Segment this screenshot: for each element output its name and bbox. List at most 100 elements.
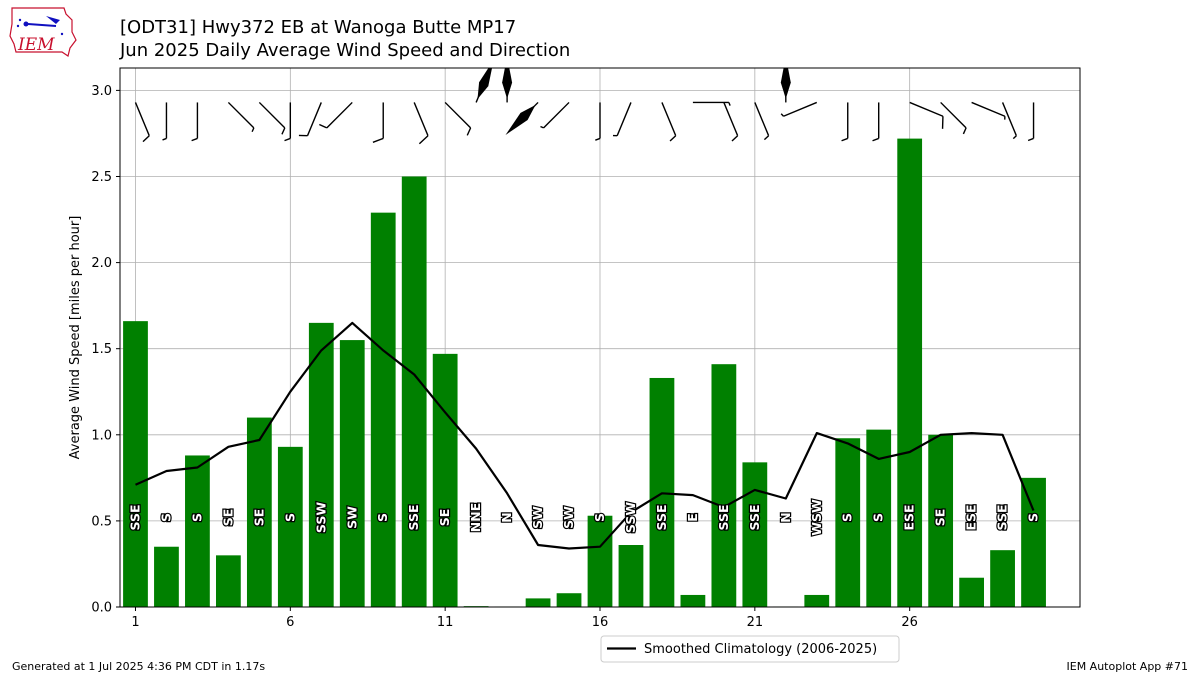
direction-label-day-17: SSW bbox=[623, 502, 638, 533]
wind-barb-tick-day-10 bbox=[418, 135, 429, 145]
wind-barb-day-11 bbox=[444, 101, 472, 129]
wind-barb-tick-day-6 bbox=[284, 137, 291, 142]
direction-label-day-12: NNE bbox=[468, 503, 483, 532]
wind-barb-tick-day-9 bbox=[372, 137, 384, 143]
wind-barb-day-28 bbox=[971, 101, 1006, 117]
wind-barb-tick-day-25 bbox=[872, 137, 879, 142]
bar-day-15 bbox=[556, 593, 582, 607]
climatology-line bbox=[135, 321, 1035, 550]
wind-barb-day-21 bbox=[754, 102, 770, 136]
wind-barb-tick-day-23 bbox=[780, 113, 785, 117]
wind-barb-day-18 bbox=[661, 102, 677, 136]
direction-label-day-21: SSE bbox=[747, 504, 762, 530]
wind-barb-tick-day-29 bbox=[1012, 135, 1017, 140]
wind-barb-tick-day-2 bbox=[162, 137, 167, 141]
direction-labels-layer: SSE S S SE SE S SSW SW S SSE SE NNE N SW SW S SSW SSE E SSE… bbox=[126, 498, 1041, 537]
wind-barb-tick-day-24 bbox=[841, 137, 848, 142]
footer-generated: Generated at 1 Jul 2025 4:36 PM CDT in 1… bbox=[12, 660, 266, 673]
bar-day-1 bbox=[123, 321, 148, 607]
direction-label-day-4: SE bbox=[220, 509, 235, 527]
x-tick-label: 16 bbox=[592, 615, 609, 630]
bar-day-17 bbox=[618, 545, 644, 607]
direction-label-day-6: S bbox=[282, 513, 297, 522]
wind-barb-tick-day-16 bbox=[595, 137, 601, 141]
x-tick-label: 26 bbox=[901, 615, 918, 630]
wind-barb-tick-day-30 bbox=[1027, 137, 1034, 142]
chart-subtitle: Jun 2025 Daily Average Wind Speed and Di… bbox=[120, 40, 571, 61]
wind-barb-tick-day-20 bbox=[731, 135, 739, 142]
direction-label-day-8: SW bbox=[344, 506, 359, 529]
wind-barb-day-10 bbox=[413, 102, 429, 136]
wind-barb-tick-day-4 bbox=[251, 127, 255, 133]
wind-barb-flag-day-13 bbox=[502, 68, 513, 99]
direction-label-day-26: ESE bbox=[902, 504, 917, 530]
wind-barb-tick-day-11 bbox=[466, 127, 472, 136]
bars-layer bbox=[123, 138, 1046, 608]
bar-day-20 bbox=[711, 364, 737, 607]
bar-day-8 bbox=[339, 340, 365, 607]
bar-day-16 bbox=[587, 515, 613, 607]
wind-barb-flag-day-22 bbox=[780, 68, 791, 99]
chart-title: [ODT31] Hwy372 EB at Wanoga Butte MP17 bbox=[120, 17, 517, 38]
direction-label-day-22: N bbox=[778, 512, 793, 522]
bar-day-26 bbox=[897, 138, 923, 608]
wind-barbs bbox=[134, 68, 1035, 145]
x-tick-label: 6 bbox=[286, 615, 294, 630]
direction-label-day-2: S bbox=[158, 513, 173, 522]
y-tick-label: 3.0 bbox=[91, 84, 112, 99]
direction-label-day-25: S bbox=[871, 513, 886, 522]
wind-barb-day-17 bbox=[616, 102, 632, 136]
direction-label-day-3: S bbox=[189, 513, 204, 522]
direction-label-day-24: S bbox=[840, 513, 855, 522]
bar-day-28 bbox=[959, 577, 984, 607]
bar-day-30 bbox=[1021, 477, 1046, 607]
bar-day-6 bbox=[277, 446, 303, 607]
wind-barb-day-20 bbox=[723, 102, 739, 136]
y-tick-label: 2.5 bbox=[91, 170, 112, 185]
bar-day-9 bbox=[370, 212, 396, 607]
bar-day-2 bbox=[154, 546, 179, 607]
direction-label-day-30: S bbox=[1026, 513, 1041, 522]
y-tick-label: 1.0 bbox=[91, 428, 112, 443]
wind-barb-tick-day-5 bbox=[281, 127, 286, 135]
x-tick-label: 21 bbox=[747, 615, 764, 630]
y-tick-label: 0.0 bbox=[91, 601, 112, 616]
direction-label-day-11: SE bbox=[437, 509, 452, 527]
wind-barb-day-15 bbox=[543, 101, 570, 129]
direction-label-day-23: WSW bbox=[809, 499, 824, 536]
bar-day-11 bbox=[432, 353, 458, 607]
wind-barb-tick-day-1 bbox=[142, 135, 150, 143]
bar-day-5 bbox=[246, 417, 272, 607]
bar-day-7 bbox=[308, 322, 334, 607]
direction-label-day-18: SSE bbox=[654, 504, 669, 530]
wind-barb-day-27 bbox=[940, 101, 967, 129]
wind-barb-flag-day-14 bbox=[505, 105, 536, 135]
wind-barb-tick-day-8 bbox=[319, 123, 328, 129]
bar-day-4 bbox=[216, 555, 241, 607]
legend-box bbox=[600, 635, 900, 663]
wind-barb-day-23 bbox=[783, 101, 818, 117]
bar-day-10 bbox=[401, 176, 427, 607]
wind-barb-day-4 bbox=[227, 101, 255, 129]
bar-day-19 bbox=[680, 594, 706, 607]
wind-barbs-layer bbox=[134, 68, 1035, 145]
bar-day-14 bbox=[525, 598, 551, 607]
bar-day-21 bbox=[742, 462, 768, 607]
wind-barb-tick-day-19 bbox=[728, 102, 731, 106]
direction-label-day-29: SSE bbox=[995, 504, 1010, 530]
direction-label-day-10: SSE bbox=[406, 504, 421, 530]
wind-barb-day-1 bbox=[134, 102, 150, 136]
direction-label-day-16: S bbox=[592, 513, 607, 522]
direction-label-day-15: SW bbox=[561, 506, 576, 529]
wind-barb-day-7 bbox=[306, 102, 322, 136]
direction-label-day-19: E bbox=[685, 513, 700, 522]
y-tick-label: 2.0 bbox=[91, 256, 112, 271]
wind-barb-day-5 bbox=[258, 101, 286, 129]
wind-barb-day-29 bbox=[1001, 102, 1018, 136]
wind-barb-tick-day-18 bbox=[669, 135, 677, 142]
direction-label-day-28: ESE bbox=[964, 504, 979, 530]
wind-barb-tick-day-27 bbox=[962, 127, 967, 135]
footer-app: IEM Autoplot App #71 bbox=[1066, 660, 1189, 673]
